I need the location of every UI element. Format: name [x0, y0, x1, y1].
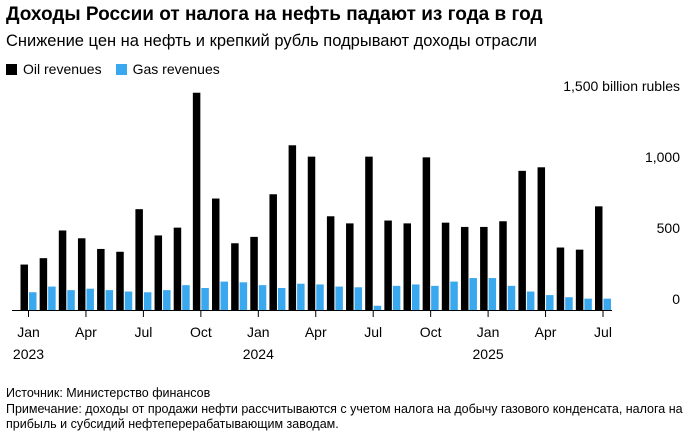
x-tick-label: Jul — [134, 324, 152, 340]
oil-bar — [499, 221, 507, 310]
oil-bar — [595, 206, 603, 310]
legend-item-oil: Oil revenues — [6, 61, 102, 77]
oil-bar — [135, 209, 143, 310]
oil-bar — [116, 251, 124, 310]
gas-bar — [488, 278, 497, 310]
oil-bar — [154, 235, 163, 310]
gas-bar — [48, 286, 56, 310]
y-tick-label: 0 — [672, 291, 680, 307]
y-tick-label: 1,500 billion rubles — [563, 78, 680, 94]
gas-bar — [412, 284, 420, 310]
x-tick-label: Apr — [305, 324, 327, 340]
x-tick-label: Jul — [364, 324, 382, 340]
gas-bar — [507, 285, 516, 310]
oil-bar — [288, 145, 297, 310]
oil-bar — [480, 226, 488, 310]
chart-footer: Источник: Министерство финансов Примечан… — [6, 386, 691, 433]
gas-bar — [546, 295, 554, 310]
gas-bar — [526, 291, 535, 310]
y-tick-label: 1,000 — [645, 149, 680, 165]
oil-bar — [58, 230, 67, 310]
chart-subtitle: Снижение цен на нефть и крепкий рубль по… — [6, 32, 537, 50]
oil-bar — [346, 223, 354, 310]
gas-bar — [603, 298, 611, 310]
gas-bar — [277, 287, 286, 310]
gas-bar — [316, 284, 324, 310]
x-year-label: 2024 — [243, 346, 274, 362]
gas-bar — [201, 287, 209, 310]
oil-bar — [460, 226, 469, 310]
gas-bar — [431, 285, 439, 310]
legend-label-gas: Gas revenues — [132, 61, 220, 77]
gas-bar — [67, 290, 75, 310]
x-tick-label: Jan — [17, 324, 40, 340]
oil-bar — [173, 227, 182, 310]
gas-bar — [354, 287, 363, 310]
gas-bar — [392, 285, 401, 310]
gas-bar — [124, 291, 133, 310]
gas-bar — [239, 282, 248, 310]
oil-bar — [326, 216, 335, 310]
oil-bar — [537, 167, 546, 310]
oil-bar — [97, 248, 105, 310]
gas-bar — [86, 288, 94, 310]
oil-bar — [20, 264, 28, 310]
gas-bar — [182, 285, 190, 310]
oil-bar — [250, 236, 258, 310]
x-tick-label: Oct — [420, 324, 442, 340]
x-tick-label: Apr — [535, 324, 557, 340]
gas-bar — [469, 278, 477, 310]
gas-bar — [373, 305, 382, 310]
oil-bar — [384, 220, 392, 310]
oil-bar — [77, 238, 86, 310]
x-tick-label: Jan — [477, 324, 500, 340]
x-tick-label: Oct — [190, 324, 212, 340]
legend-label-oil: Oil revenues — [23, 61, 102, 77]
oil-bar — [518, 170, 526, 310]
oil-bar — [403, 223, 411, 310]
oil-bar — [365, 156, 373, 310]
x-tick-label: Apr — [75, 324, 97, 340]
oil-bar — [212, 198, 220, 310]
oil-bar — [39, 258, 48, 310]
oil-bar — [192, 92, 201, 311]
gas-bar — [143, 292, 152, 310]
oil-bar — [269, 194, 277, 310]
legend-swatch-gas — [115, 63, 127, 75]
oil-bar — [575, 249, 584, 310]
gas-bar — [565, 297, 573, 310]
gas-bar — [450, 281, 458, 310]
gas-bar — [220, 281, 228, 310]
x-year-label: 2025 — [473, 346, 504, 362]
methodology-note: Примечание: доходы от продажи нефти расс… — [6, 401, 683, 432]
gas-bar — [105, 290, 114, 310]
legend: Oil revenues Gas revenues — [6, 61, 234, 77]
gas-bar — [258, 285, 267, 310]
gas-bar — [584, 298, 592, 310]
gas-bar — [297, 283, 305, 310]
x-tick-label: Jan — [247, 324, 270, 340]
oil-bar — [307, 156, 316, 310]
y-tick-label: 500 — [657, 220, 681, 236]
x-year-label: 2023 — [13, 346, 44, 362]
x-tick-label: Jul — [594, 324, 612, 340]
source-note: Источник: Министерство финансов — [6, 386, 211, 400]
gas-bar — [335, 286, 343, 310]
oil-bar — [231, 243, 239, 310]
gas-bar — [163, 290, 171, 310]
gas-bar — [29, 292, 37, 310]
oil-bar — [556, 247, 565, 310]
oil-bar — [441, 222, 450, 310]
chart-title: Доходы России от налога на нефть падают … — [6, 4, 543, 25]
oil-bar — [422, 157, 431, 310]
legend-swatch-oil — [6, 63, 17, 75]
legend-item-gas: Gas revenues — [115, 61, 220, 77]
